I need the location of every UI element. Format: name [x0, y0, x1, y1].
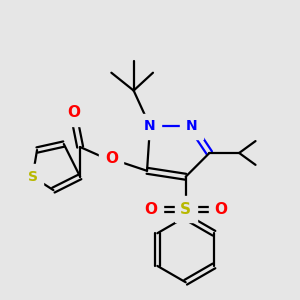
Text: O: O [105, 152, 118, 166]
Text: S: S [180, 202, 191, 217]
Text: O: O [68, 105, 81, 120]
Text: S: S [28, 170, 38, 184]
Text: N: N [186, 119, 197, 133]
Text: O: O [214, 202, 227, 217]
Text: O: O [144, 202, 157, 217]
Text: N: N [144, 119, 156, 133]
